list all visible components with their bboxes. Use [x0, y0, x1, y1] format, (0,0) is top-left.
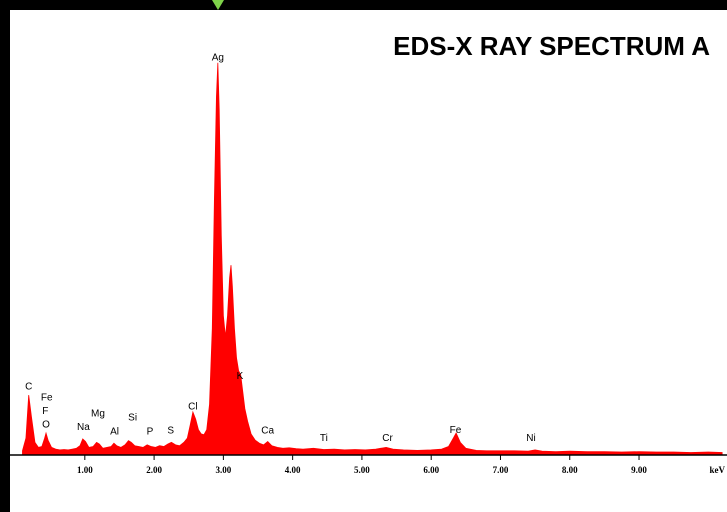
peak-label: F	[42, 406, 48, 417]
x-axis-label: keV	[710, 465, 726, 475]
x-tick-label: 9.00	[631, 465, 647, 475]
x-tick-label: 3.00	[215, 465, 231, 475]
spectrum	[22, 62, 723, 456]
x-tick-label: 8.00	[562, 465, 578, 475]
peak-label: S	[167, 426, 174, 437]
x-tick-label: 7.00	[493, 465, 509, 475]
peak-label: Na	[77, 422, 90, 433]
top-frame	[0, 0, 727, 10]
peak-label: C	[25, 382, 32, 393]
peak-label: Al	[110, 426, 119, 437]
peak-label: Fe	[450, 425, 462, 436]
x-tick-label: 5.00	[354, 465, 370, 475]
x-tick-label: 2.00	[146, 465, 162, 475]
peak-label: Ag	[212, 53, 224, 64]
chart-title: EDS-X RAY SPECTRUM A	[393, 31, 710, 61]
left-frame	[0, 0, 10, 512]
x-tick-label: 6.00	[423, 465, 439, 475]
peak-label: Mg	[91, 409, 105, 420]
peak-label: Cl	[188, 402, 197, 413]
peak-label: P	[147, 426, 154, 437]
peak-label: K	[237, 371, 244, 382]
peak-label: Cr	[382, 433, 393, 444]
peak-label: Fe	[41, 393, 53, 404]
peak-label: Si	[128, 413, 137, 424]
x-tick-label: 1.00	[77, 465, 93, 475]
peak-label: Ti	[320, 433, 328, 444]
marker	[212, 0, 224, 10]
peak-label: O	[42, 420, 50, 431]
peak-label: Ca	[261, 426, 274, 437]
peak-label: Ni	[526, 433, 535, 444]
x-tick-label: 4.00	[285, 465, 301, 475]
